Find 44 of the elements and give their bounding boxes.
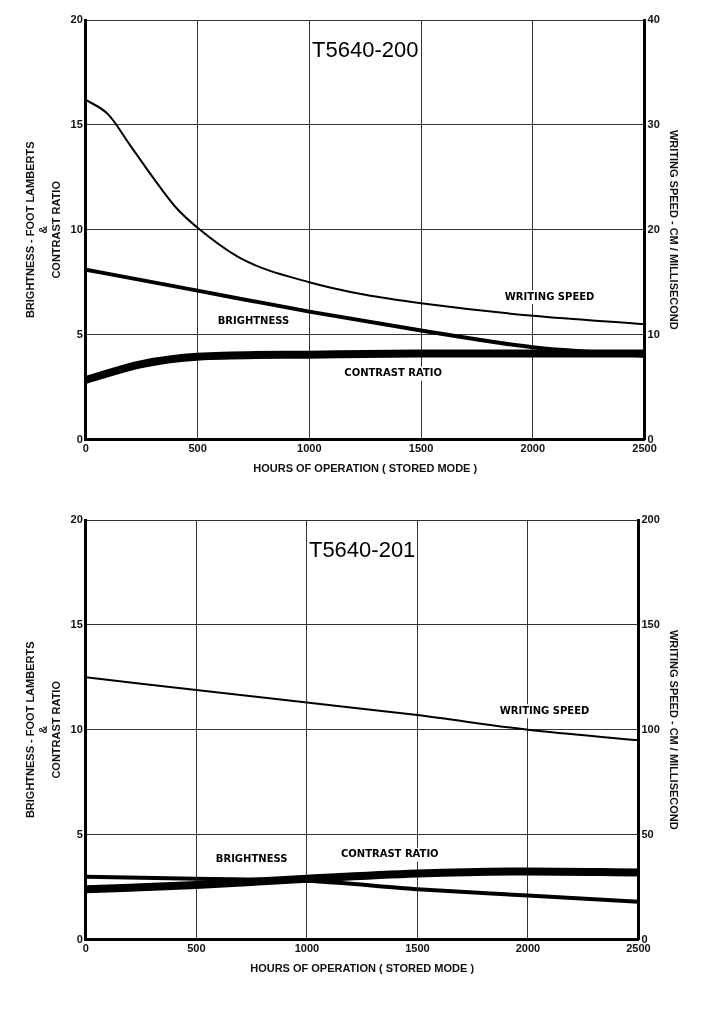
series-label: BRIGHTNESS — [215, 853, 288, 865]
y-tick-label: 5 — [76, 327, 83, 340]
series-label: CONTRAST RATIO — [340, 848, 439, 860]
y2-tick-label: 100 — [641, 722, 660, 735]
y2-tick-label: 0 — [641, 932, 648, 945]
y-axis-title: BRIGHTNESS - FOOT LAMBERTS & CONTRAST RATIO — [23, 641, 63, 819]
x-tick-label: 500 — [187, 942, 206, 955]
y2-tick-label: 50 — [641, 827, 654, 840]
x-tick-label: 2000 — [515, 942, 541, 955]
y-tick-label: 10 — [70, 222, 83, 235]
series-label: WRITING SPEED — [504, 290, 595, 302]
x-tick-label: 500 — [188, 442, 207, 455]
y2-tick-label: 200 — [641, 513, 660, 526]
y2-tick-label: 30 — [647, 117, 660, 130]
y-tick-label: 0 — [76, 932, 83, 945]
y-tick-label: 15 — [70, 117, 83, 130]
y-tick-label: 10 — [70, 722, 83, 735]
y2-tick-label: 10 — [647, 327, 660, 340]
y2-tick-label: 40 — [647, 13, 660, 26]
y-tick-label: 0 — [76, 432, 83, 445]
x-tick-label: 2500 — [632, 442, 657, 455]
y2-tick-label: 0 — [647, 432, 654, 445]
x-tick-label: 2000 — [520, 442, 546, 455]
y2-axis-title: WRITING SPEED - CM / MILLISECOND — [668, 629, 681, 830]
x-axis-title: HOURS OF OPERATION ( STORED MODE ) — [253, 462, 478, 475]
series-label: CONTRAST RATIO — [344, 367, 442, 379]
x-tick-label: 2500 — [626, 942, 651, 955]
series-label: WRITING SPEED — [499, 704, 590, 716]
y2-tick-label: 150 — [641, 617, 660, 630]
y-tick-label: 15 — [70, 617, 83, 630]
y-tick-label: 5 — [76, 827, 83, 840]
x-axis-title: HOURS OF OPERATION ( STORED MODE ) — [250, 962, 475, 975]
x-tick-label: 1500 — [408, 442, 434, 455]
y-tick-label: 20 — [70, 13, 83, 26]
series-label: BRIGHTNESS — [217, 314, 290, 326]
text: T5640-201 — [308, 537, 416, 563]
y-tick-label: 20 — [70, 513, 83, 526]
x-tick-label: 1500 — [405, 942, 430, 955]
y2-tick-label: 20 — [647, 222, 660, 235]
x-tick-label: 1000 — [297, 442, 322, 455]
text: T5640-200 — [311, 37, 419, 63]
x-tick-label: 1000 — [294, 942, 320, 955]
y2-axis-title: WRITING SPEED - CM / MILLISECOND — [668, 129, 681, 330]
y-axis-title: BRIGHTNESS - FOOT LAMBERTS & CONTRAST RATIO — [23, 141, 63, 319]
